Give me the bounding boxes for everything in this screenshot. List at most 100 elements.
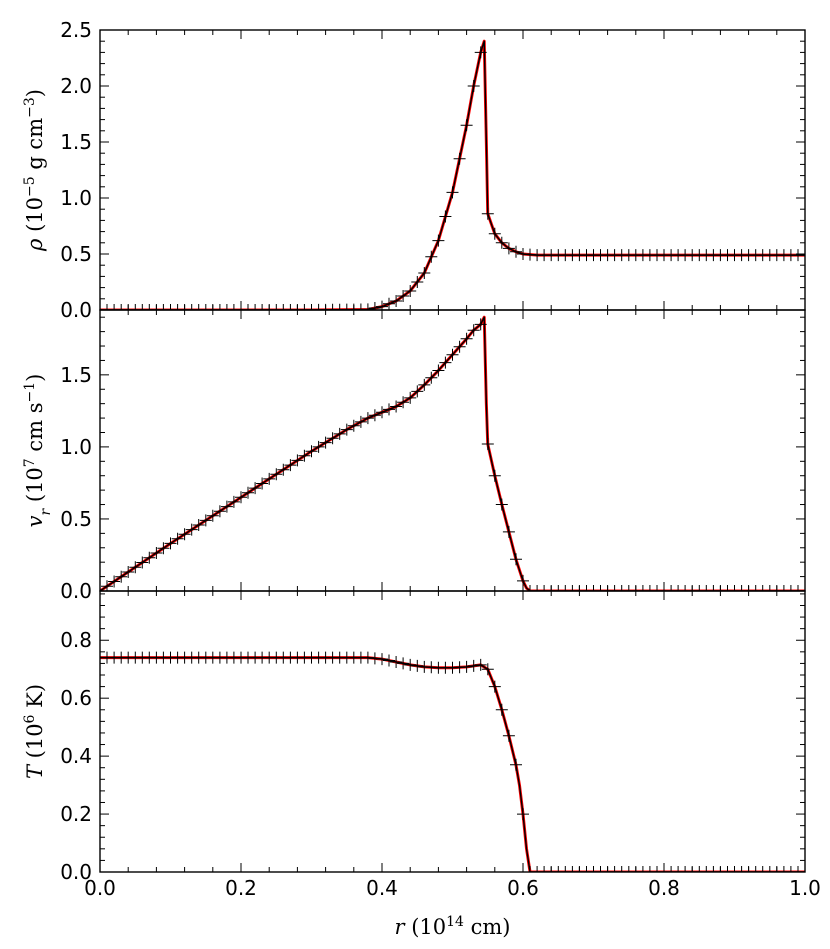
label-part: ρ <box>23 238 47 252</box>
marker-plus <box>502 242 515 255</box>
marker-plus <box>643 866 656 872</box>
marker-plus <box>559 585 572 591</box>
marker-plus <box>143 304 156 310</box>
marker-plus <box>763 585 776 591</box>
marker-plus <box>171 304 184 310</box>
marker-plus <box>636 866 649 872</box>
marker-plus <box>249 482 262 495</box>
marker-plus <box>707 866 720 872</box>
marker-plus <box>707 585 720 591</box>
marker-plus <box>453 340 466 353</box>
marker-plus <box>319 436 332 449</box>
marker-plus <box>693 585 706 591</box>
marker-plus <box>277 463 290 476</box>
marker-plus <box>495 498 508 511</box>
marker-plus <box>425 371 438 384</box>
marker-plus <box>749 585 762 591</box>
label-part: 7 <box>22 458 38 467</box>
marker-plus <box>108 575 121 588</box>
series-line-black <box>100 40 805 310</box>
panel-velocity: 0.00.51.01.5vr (107 cm s−1) <box>22 309 806 603</box>
marker-plus <box>192 519 205 531</box>
marker-plus <box>517 248 529 260</box>
marker-plus <box>376 406 388 419</box>
label-part: g cm <box>23 118 47 177</box>
y-tick-label: 1.5 <box>60 130 92 154</box>
marker-plus <box>164 537 177 550</box>
marker-plus <box>397 290 410 302</box>
marker-plus <box>418 378 431 391</box>
y-axis-label: vr (107 cm s−1) <box>22 374 54 528</box>
marker-plus <box>672 866 685 872</box>
marker-plus <box>510 758 522 771</box>
x-tick-label: 0.8 <box>648 876 680 900</box>
x-tick-label: 0.2 <box>225 876 257 900</box>
marker-plus <box>101 580 113 591</box>
label-part: T <box>23 763 47 779</box>
marker-plus <box>735 866 748 872</box>
marker-plus <box>495 703 508 716</box>
x-tick-label: 0.0 <box>84 876 116 900</box>
marker-plus <box>397 396 410 409</box>
marker-plus <box>404 391 417 404</box>
marker-plus <box>651 866 663 872</box>
marker-plus <box>164 304 177 310</box>
y-tick-label: 1.0 <box>60 186 92 210</box>
marker-plus <box>721 585 734 591</box>
marker-plus <box>383 297 395 310</box>
marker-plus <box>587 866 600 872</box>
series-line-black <box>100 316 805 591</box>
marker-plus <box>256 477 269 490</box>
marker-plus <box>502 525 515 538</box>
marker-plus <box>792 866 804 872</box>
marker-plus <box>340 423 353 436</box>
marker-plus <box>672 585 685 591</box>
series-markers <box>100 46 805 310</box>
y-tick-label: 0.5 <box>60 242 92 266</box>
marker-plus <box>481 438 494 450</box>
y-axis-label: ρ (10−5 g cm−3) <box>22 89 47 252</box>
marker-plus <box>298 304 311 310</box>
y-tick-label: 0.0 <box>60 298 92 322</box>
marker-plus <box>220 500 233 513</box>
marker-plus <box>524 585 536 591</box>
marker-plus <box>270 468 283 481</box>
marker-plus <box>552 866 565 872</box>
label-part: r <box>394 915 406 939</box>
marker-plus <box>488 227 501 240</box>
y-tick-label: 0.6 <box>60 686 92 710</box>
label-part: (10 <box>405 915 447 939</box>
panel-temperature: 0.0 0.2 0.4 0.6 0.8 T (106 K) <box>22 590 806 884</box>
marker-plus <box>756 866 769 872</box>
panel-density: 0.0 0.5 1.0 1.5 2.0 2.5 ρ (10−5 g cm−3) <box>22 18 806 322</box>
marker-plus <box>559 866 572 872</box>
marker-plus <box>242 486 254 499</box>
marker-plus <box>481 663 494 676</box>
label-part: ) <box>23 89 47 97</box>
marker-plus <box>474 46 487 59</box>
marker-plus <box>439 356 452 369</box>
marker-plus <box>305 445 318 458</box>
marker-plus <box>566 866 579 872</box>
marker-plus <box>799 249 805 262</box>
marker-plus <box>101 304 113 310</box>
marker-plus <box>270 304 283 310</box>
marker-plus <box>150 547 163 559</box>
marker-plus <box>488 680 501 693</box>
x-tick-label: 1.0 <box>789 876 821 900</box>
x-tick-label: 0.6 <box>507 876 539 900</box>
label-part: −5 <box>22 176 38 197</box>
marker-plus <box>390 400 403 413</box>
marker-plus <box>756 585 769 591</box>
marker-plus <box>115 570 128 583</box>
marker-plus <box>390 295 403 307</box>
marker-plus <box>199 514 212 527</box>
label-part: v <box>23 515 47 527</box>
marker-plus <box>615 866 628 872</box>
marker-plus <box>460 660 473 673</box>
marker-plus <box>227 304 240 310</box>
label-part: r <box>38 508 54 516</box>
series-line-red <box>100 656 805 872</box>
marker-plus <box>185 304 198 310</box>
marker-plus <box>284 459 297 472</box>
